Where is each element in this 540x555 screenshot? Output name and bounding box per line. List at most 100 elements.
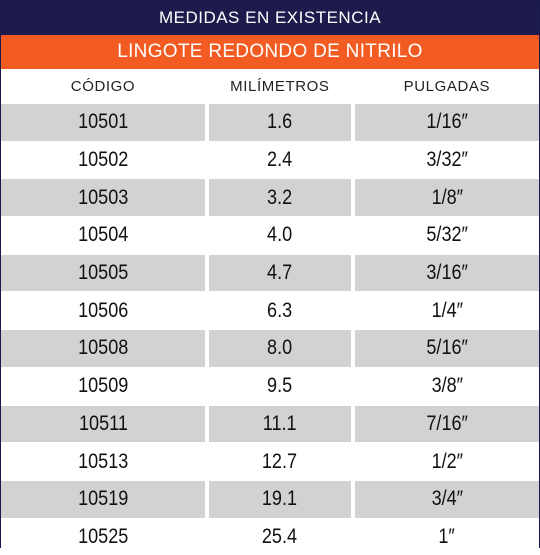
column-gap [204, 518, 209, 555]
cell-milimetros-text: 25.4 [262, 524, 298, 548]
cell-milimetros: 12.7 [208, 443, 351, 480]
cell-milimetros-text: 9.5 [267, 374, 293, 398]
cell-codigo: 10506 [1, 292, 205, 330]
column-gap [204, 141, 209, 179]
column-gap [204, 179, 209, 217]
table-body: 10501 1.6 1/16″ 10502 2.4 3/32″ 10503 3.2 1/8″ 10… [1, 104, 539, 555]
column-header-codigo: CÓDIGO [1, 69, 205, 104]
cell-pulgadas: 3/32″ [354, 141, 539, 179]
cell-milimetros-text: 4.0 [267, 223, 293, 247]
cell-codigo-text: 10503 [77, 185, 129, 209]
cell-milimetros-text: 2.4 [267, 148, 293, 172]
column-gap [350, 330, 355, 367]
cell-pulgadas-text: 7/16″ [426, 411, 468, 435]
cell-codigo: 10519 [1, 480, 205, 518]
cell-codigo: 10525 [1, 518, 205, 555]
cell-codigo: 10511 [1, 405, 205, 443]
column-header-milimetros: MILÍMETROS [208, 69, 351, 104]
table-row: 10503 3.2 1/8″ [1, 179, 539, 217]
cell-pulgadas: 3/4″ [354, 480, 539, 518]
cell-milimetros: 1.6 [208, 104, 351, 141]
cell-codigo-text: 10509 [77, 374, 129, 398]
column-header-row: CÓDIGO MILÍMETROS PULGADAS [1, 69, 539, 104]
cell-codigo: 10513 [1, 443, 205, 480]
column-gap [204, 217, 209, 254]
column-gap [204, 443, 209, 480]
cell-pulgadas: 1/2″ [354, 443, 539, 480]
table-row: 10525 25.4 1″ [1, 518, 539, 555]
cell-pulgadas: 1″ [354, 518, 539, 555]
cell-pulgadas: 1/8″ [354, 179, 539, 217]
cell-milimetros: 25.4 [208, 518, 351, 555]
table-row: 10509 9.5 3/8″ [1, 367, 539, 405]
cell-pulgadas-text: 1″ [438, 524, 456, 548]
cell-pulgadas: 1/16″ [354, 104, 539, 141]
cell-pulgadas: 7/16″ [354, 405, 539, 443]
cell-milimetros: 2.4 [208, 141, 351, 179]
cell-pulgadas-text: 3/8″ [431, 374, 463, 398]
column-gap [350, 141, 355, 179]
column-gap [204, 104, 209, 141]
table-row: 10501 1.6 1/16″ [1, 104, 539, 141]
column-gap [350, 518, 355, 555]
column-gap [204, 254, 209, 292]
column-gap [350, 480, 355, 518]
cell-milimetros-text: 3.2 [267, 185, 293, 209]
cell-pulgadas-text: 1/8″ [431, 185, 463, 209]
cell-milimetros: 6.3 [208, 292, 351, 330]
column-gap [204, 330, 209, 367]
cell-codigo: 10503 [1, 179, 205, 217]
cell-milimetros: 3.2 [208, 179, 351, 217]
column-gap [204, 367, 209, 405]
cell-milimetros: 19.1 [208, 480, 351, 518]
cell-codigo-text: 10525 [77, 524, 129, 548]
column-gap [204, 405, 209, 443]
table-row: 10511 11.1 7/16″ [1, 405, 539, 443]
table-row: 10506 6.3 1/4″ [1, 292, 539, 330]
cell-pulgadas-text: 3/32″ [426, 148, 468, 172]
cell-pulgadas: 3/16″ [354, 254, 539, 292]
cell-pulgadas-text: 1/2″ [431, 449, 463, 473]
table-row: 10519 19.1 3/4″ [1, 480, 539, 518]
cell-pulgadas: 1/4″ [354, 292, 539, 330]
table-title: MEDIDAS EN EXISTENCIA [1, 1, 539, 35]
cell-pulgadas: 5/16″ [354, 330, 539, 367]
column-gap [350, 217, 355, 254]
cell-codigo: 10501 [1, 104, 205, 141]
cell-codigo-text: 10505 [77, 261, 129, 285]
cell-milimetros-text: 1.6 [267, 110, 293, 134]
cell-codigo-text: 10501 [77, 110, 129, 134]
column-gap [350, 254, 355, 292]
cell-pulgadas-text: 1/4″ [431, 298, 463, 322]
table-row: 10504 4.0 5/32″ [1, 217, 539, 254]
cell-milimetros-text: 6.3 [267, 298, 293, 322]
cell-pulgadas: 3/8″ [354, 367, 539, 405]
cell-codigo-text: 10504 [77, 223, 129, 247]
cell-codigo-text: 10513 [77, 449, 129, 473]
cell-milimetros: 9.5 [208, 367, 351, 405]
column-header-pulgadas: PULGADAS [354, 69, 539, 104]
cell-codigo: 10504 [1, 217, 205, 254]
column-gap [204, 69, 209, 104]
column-gap [350, 104, 355, 141]
cell-pulgadas-text: 5/16″ [426, 336, 468, 360]
cell-codigo: 10505 [1, 254, 205, 292]
table-row: 10508 8.0 5/16″ [1, 330, 539, 367]
cell-codigo-text: 10511 [78, 411, 128, 435]
cell-milimetros-text: 4.7 [267, 261, 293, 285]
cell-milimetros: 11.1 [208, 405, 351, 443]
cell-milimetros-text: 19.1 [262, 487, 298, 511]
cell-codigo: 10508 [1, 330, 205, 367]
cell-codigo-text: 10502 [77, 148, 129, 172]
cell-milimetros-text: 11.1 [262, 411, 297, 435]
cell-pulgadas-text: 1/16″ [426, 110, 468, 134]
cell-pulgadas-text: 5/32″ [426, 223, 468, 247]
column-gap [350, 443, 355, 480]
column-gap [350, 179, 355, 217]
cell-milimetros-text: 12.7 [262, 449, 298, 473]
column-gap [350, 69, 355, 104]
cell-codigo: 10509 [1, 367, 205, 405]
table-row: 10513 12.7 1/2″ [1, 443, 539, 480]
cell-pulgadas: 5/32″ [354, 217, 539, 254]
